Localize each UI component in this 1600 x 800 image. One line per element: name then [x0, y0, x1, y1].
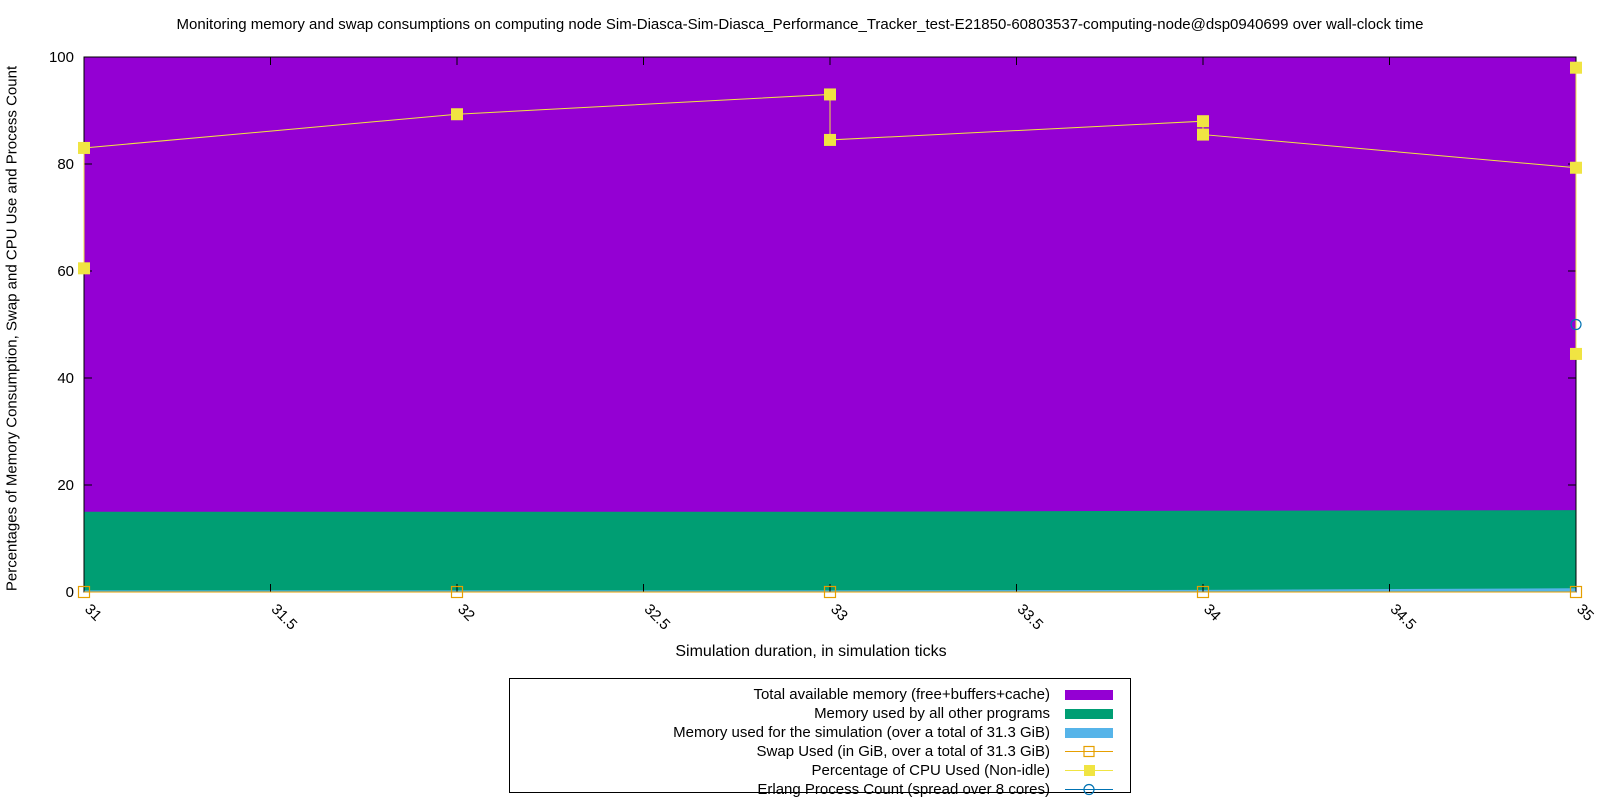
legend-label: Memory used for the simulation (over a t…	[673, 724, 1050, 741]
y-tick-label: 20	[57, 477, 74, 494]
legend-swatch-filled-square	[1065, 765, 1113, 776]
cpu-point	[451, 108, 463, 121]
x-tick-label: 34.5	[1387, 601, 1420, 634]
cpu-point	[824, 88, 836, 101]
legend-item-erlang-process-count: Erlang Process Count (spread over 8 core…	[510, 780, 1132, 799]
y-tick-label: 80	[57, 156, 74, 173]
series-line-1	[83, 67, 1577, 354]
legend-item-memory-simulation: Memory used for the simulation (over a t…	[510, 723, 1132, 742]
y-tick-label: 100	[49, 49, 74, 66]
cpu-point	[1197, 128, 1209, 141]
legend-label: Swap Used (in GiB, over a total of 31.3 …	[756, 743, 1050, 760]
x-tick-label: 31	[81, 601, 105, 625]
legend-label: Total available memory (free+buffers+cac…	[753, 686, 1050, 703]
y-axis-label: Percentages of Memory Consumption, Swap …	[3, 65, 21, 592]
cpu-point	[1570, 161, 1582, 174]
swap-point	[450, 585, 464, 599]
legend-item-memory-other-programs: Memory used by all other programs	[510, 704, 1132, 723]
swap-point	[1569, 585, 1583, 599]
legend-swatch-open-circle	[1065, 783, 1113, 796]
x-tick-label: 32.5	[641, 601, 674, 634]
legend-swatch-blue	[1065, 728, 1113, 738]
legend-label: Erlang Process Count (spread over 8 core…	[757, 781, 1050, 798]
cpu-point	[78, 262, 90, 275]
x-tick-label: 34	[1200, 601, 1224, 625]
cpu-point	[1197, 115, 1209, 128]
y-tick-label: 0	[66, 584, 74, 601]
legend-item-cpu-used: Percentage of CPU Used (Non-idle)	[510, 761, 1132, 780]
x-tick-label: 33	[827, 601, 851, 625]
legend-label: Percentage of CPU Used (Non-idle)	[811, 762, 1050, 779]
legend: Total available memory (free+buffers+cac…	[509, 678, 1132, 798]
cpu-point	[1570, 347, 1582, 360]
legend-label: Memory used by all other programs	[814, 705, 1050, 722]
legend-swatch-purple	[1065, 690, 1113, 700]
x-tick-label: 35	[1573, 601, 1597, 625]
area-series-1	[84, 510, 1576, 592]
legend-item-total-available-memory: Total available memory (free+buffers+cac…	[510, 685, 1132, 704]
y-tick-label: 60	[57, 263, 74, 280]
legend-item-swap-used: Swap Used (in GiB, over a total of 31.3 …	[510, 742, 1132, 761]
x-tick-label: 32	[454, 601, 478, 625]
swap-point	[77, 585, 91, 599]
swap-point	[1196, 585, 1210, 599]
chart-title: Monitoring memory and swap consumptions …	[176, 16, 1424, 33]
x-tick-label: 31.5	[268, 601, 301, 634]
y-tick-label: 40	[57, 370, 74, 387]
process-count-point	[1570, 318, 1582, 331]
legend-swatch-green	[1065, 709, 1113, 719]
cpu-point	[1570, 61, 1582, 74]
cpu-point	[824, 133, 836, 146]
x-axis-label: Simulation duration, in simulation ticks	[675, 643, 947, 660]
x-tick-label: 33.5	[1014, 601, 1047, 634]
area-series-0	[84, 57, 1576, 592]
swap-point	[823, 585, 837, 599]
legend-swatch-open-square	[1065, 745, 1113, 758]
cpu-point	[78, 141, 90, 154]
